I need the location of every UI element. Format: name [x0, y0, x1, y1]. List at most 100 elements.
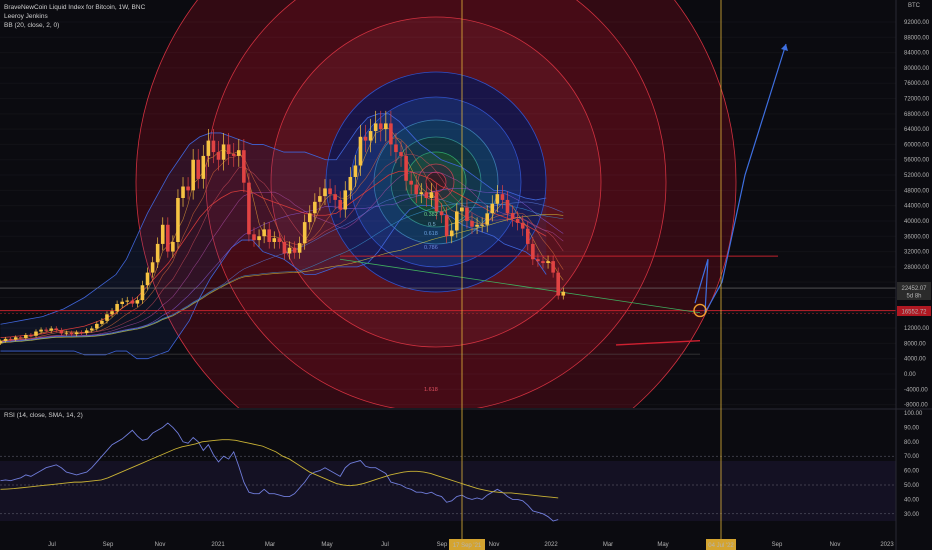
candle-body — [515, 219, 520, 223]
candle-body — [520, 222, 525, 229]
candle-body — [155, 243, 160, 263]
candle-body — [439, 211, 444, 216]
fib-level-label: 0.618 — [424, 231, 438, 237]
candle-body — [145, 272, 150, 286]
price-tick-label: -8000.00 — [904, 403, 928, 409]
candle-body — [424, 192, 429, 198]
candle-body — [181, 186, 185, 198]
candle-body — [429, 192, 434, 198]
price-tick-label: 4000.00 — [904, 357, 926, 363]
candle-body — [485, 213, 490, 225]
price-tick-label: 40000.00 — [904, 219, 930, 225]
candle-body — [378, 123, 383, 130]
time-tick-label: May — [657, 542, 668, 548]
rsi-axis: 100.00 90.00 80.00 70.00 60.00 50.00 40.00 30.0… — [904, 411, 923, 518]
price-tick-label: 72000.00 — [904, 97, 930, 103]
price-tick-label: 76000.00 — [904, 81, 930, 87]
candle-body — [500, 194, 505, 200]
price-tick-label: 28000.00 — [904, 265, 930, 271]
symbol-title[interactable]: BraveNewCoin Liquid Index for Bitcoin, 1… — [4, 4, 146, 11]
candle-body — [24, 334, 28, 339]
candle-body — [333, 194, 337, 200]
candle-body — [348, 176, 353, 191]
fib-circle — [425, 171, 447, 193]
rsi-tick-label: 80.00 — [904, 440, 920, 446]
candle-body — [505, 199, 510, 214]
candle-body — [495, 194, 500, 204]
rsi-legend: RSI (14, close, SMA, 14, 2) — [4, 411, 83, 420]
candle-body — [475, 224, 479, 227]
ma-line — [0, 153, 564, 343]
candle-body — [414, 184, 419, 195]
candle-body — [176, 198, 180, 242]
rsi-tick-label: 70.00 — [904, 454, 920, 460]
candle-body — [160, 224, 165, 244]
candle-body — [480, 224, 484, 226]
price-tick-label: -4000.00 — [904, 387, 928, 393]
candle-body — [541, 261, 545, 264]
price-tick-label: 92000.00 — [904, 20, 930, 26]
candle-body — [252, 234, 256, 241]
rsi-tick-label: 40.00 — [904, 497, 920, 503]
date-tag-1-label: 17 Sep '21 — [453, 543, 482, 549]
candle-body — [328, 188, 332, 195]
fibonacci-labels: 0.382 0.5 0.618 0.786 1.618 — [424, 212, 438, 393]
projection-arrowhead — [781, 44, 788, 51]
candle-body — [140, 285, 145, 301]
rsi-band-lines — [0, 455, 896, 515]
candle-body — [125, 300, 130, 302]
candle-body — [34, 331, 38, 336]
candle-body — [257, 236, 261, 241]
date-tag-1 — [449, 539, 485, 550]
price-tick-label: 32000.00 — [904, 250, 930, 256]
bb-upper-line — [0, 113, 547, 325]
candle-body — [29, 334, 33, 336]
price-tick-label: 64000.00 — [904, 127, 930, 133]
candle-body — [556, 272, 560, 296]
candle-body — [130, 300, 135, 304]
candle-body — [409, 180, 413, 185]
candle-body — [84, 330, 89, 334]
date-tags: 17 Sep '21 04 Jul '22 — [449, 539, 736, 550]
time-tick-label: May — [321, 542, 332, 548]
candle-body — [59, 330, 64, 334]
candle-body — [64, 332, 69, 334]
candle-body — [399, 152, 403, 156]
candle-body — [287, 247, 292, 254]
candle-body — [13, 337, 18, 340]
price-tick-label: 48000.00 — [904, 188, 930, 194]
candle-body — [262, 229, 266, 237]
ma-line — [0, 126, 564, 342]
candle-body — [561, 291, 566, 296]
candle-body — [216, 152, 221, 160]
red-trend-line — [615, 340, 701, 346]
rsi-tick-label: 50.00 — [904, 483, 920, 489]
time-tick-label: Nov — [830, 542, 841, 548]
price-tick-label: 12000.00 — [904, 326, 930, 332]
ma-line — [0, 187, 564, 343]
candle-body — [3, 338, 8, 342]
trend-lines — [0, 255, 896, 355]
candle-body — [44, 329, 48, 331]
candle-body — [166, 224, 170, 252]
candle-body — [313, 201, 317, 214]
candle-body — [307, 213, 312, 223]
fib-level-label: 0.5 — [428, 222, 436, 228]
green-trend-line — [339, 258, 701, 314]
candle-body — [186, 186, 190, 191]
candle-body — [525, 228, 530, 244]
candle-body — [343, 190, 348, 210]
candle-body — [323, 188, 327, 197]
indicator-rsi[interactable]: RSI (14, close, SMA, 14, 2) — [4, 412, 83, 419]
candle-body — [490, 203, 495, 214]
fib-level-label: 0.786 — [424, 245, 438, 251]
price-tick-label: 8000.00 — [904, 341, 926, 347]
indicator-bb[interactable]: BB (20, close, 2, 0) — [4, 22, 60, 29]
price-tick-label: 0.00 — [904, 372, 916, 378]
price-tick-label: 44000.00 — [904, 204, 930, 210]
candle-body — [211, 140, 216, 153]
candle-body — [267, 229, 272, 242]
rsi-tick-label: 60.00 — [904, 469, 920, 475]
candle-body — [510, 213, 515, 220]
